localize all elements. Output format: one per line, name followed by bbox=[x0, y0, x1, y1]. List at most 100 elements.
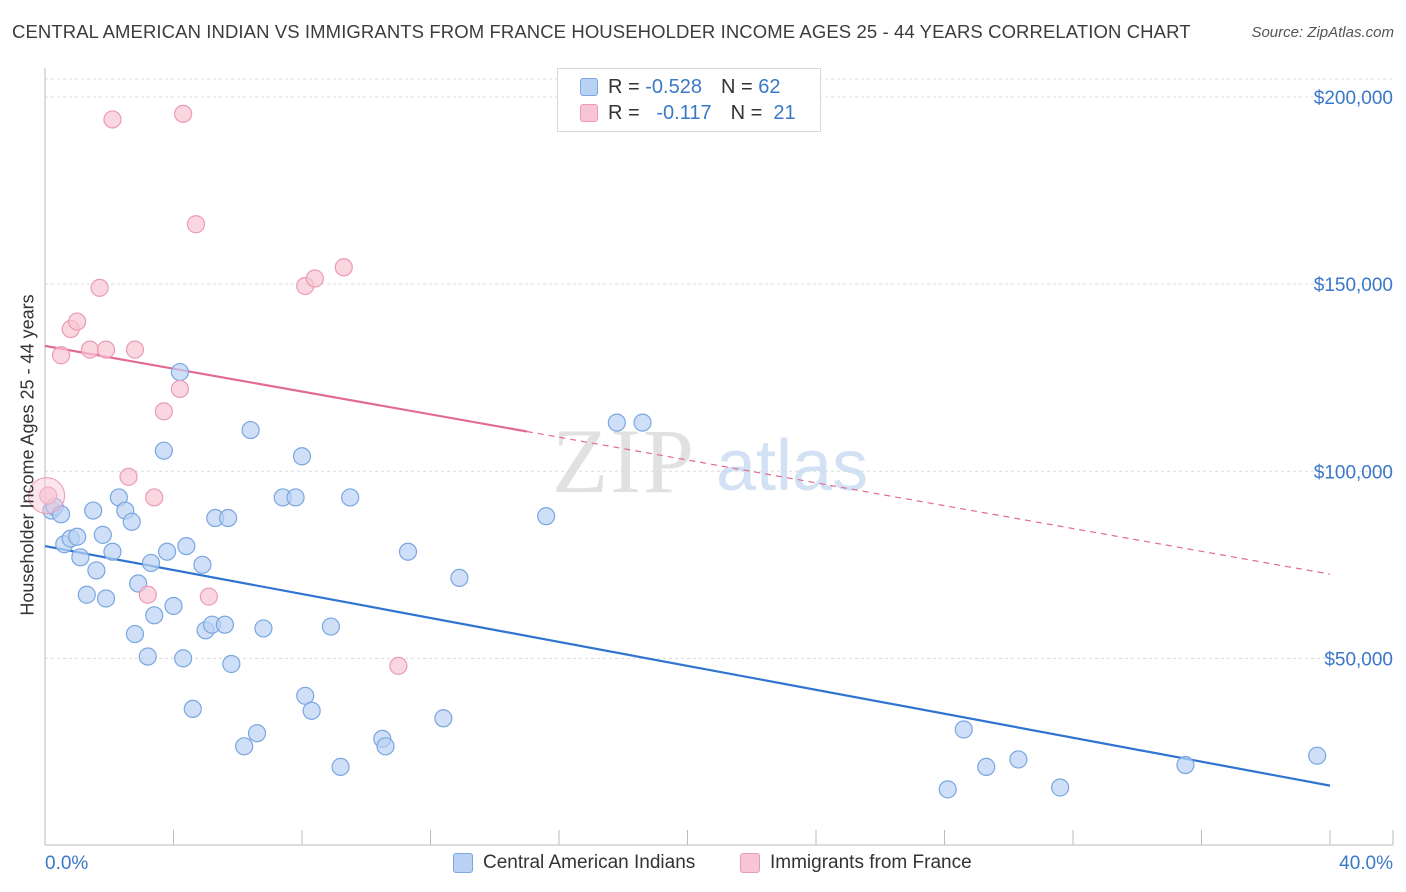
point-central-american-indian bbox=[247, 724, 267, 743]
source-label: Source: ZipAtlas.com bbox=[1251, 24, 1394, 41]
point-immigrant-from-france bbox=[103, 110, 122, 129]
n-label: N = bbox=[720, 75, 753, 98]
point-central-american-indian bbox=[164, 596, 183, 616]
axes bbox=[44, 68, 1394, 846]
point-immigrant-from-france bbox=[68, 312, 87, 331]
point-central-american-indian bbox=[77, 585, 96, 604]
point-central-american-indian bbox=[434, 709, 453, 728]
x-tick-label-min: 0.0% bbox=[45, 853, 88, 874]
point-central-american-indian bbox=[1009, 750, 1028, 769]
point-central-american-indian bbox=[157, 542, 177, 561]
x-tick-label-max: 40.0% bbox=[1339, 853, 1393, 874]
point-central-american-indian bbox=[450, 568, 469, 588]
point-immigrant-from-france bbox=[51, 346, 71, 365]
point-immigrant-from-france bbox=[186, 215, 206, 234]
point-immigrant-from-france bbox=[174, 104, 193, 123]
point-central-american-indian bbox=[122, 512, 141, 531]
point-central-american-indian bbox=[193, 555, 212, 574]
point-central-american-indian bbox=[321, 617, 341, 636]
y-tick-label: $50,000 bbox=[1324, 649, 1393, 670]
point-immigrant-from-france bbox=[305, 269, 324, 288]
point-central-american-indian bbox=[954, 720, 973, 739]
point-immigrant-from-france bbox=[334, 258, 353, 277]
point-immigrant-from-france bbox=[138, 585, 157, 604]
point-central-american-indian bbox=[222, 654, 241, 674]
point-central-american-indian bbox=[141, 553, 161, 573]
point-central-american-indian bbox=[633, 413, 652, 432]
point-central-american-indian bbox=[286, 488, 305, 507]
trend-line-immigrants-from-france-dashed bbox=[526, 430, 1331, 575]
trend-line-immigrants-from-france bbox=[44, 344, 528, 433]
pink-swatch bbox=[580, 104, 598, 122]
x-tick-labels: 0.0% 40.0% bbox=[45, 853, 1393, 874]
point-immigrant-from-france bbox=[96, 340, 116, 359]
point-central-american-indian bbox=[537, 507, 556, 526]
point-central-american-indian bbox=[125, 624, 145, 644]
r-label: R = bbox=[608, 101, 640, 124]
y-tick-label: $150,000 bbox=[1314, 275, 1393, 296]
point-central-american-indian bbox=[302, 701, 321, 720]
legend-item-central-american-indians: Central American Indians bbox=[453, 852, 695, 874]
r-value: -0.117 bbox=[656, 101, 712, 124]
y-axis-label: Householder Income Ages 25 - 44 years bbox=[17, 294, 38, 616]
point-central-american-indian bbox=[398, 542, 418, 561]
point-central-american-indian bbox=[254, 619, 273, 638]
point-immigrant-from-france bbox=[39, 486, 58, 505]
point-immigrant-from-france-large bbox=[28, 477, 66, 515]
point-central-american-indian bbox=[103, 542, 122, 561]
point-central-american-indian bbox=[219, 508, 238, 528]
point-central-american-indian bbox=[145, 606, 164, 625]
y-tick-labels: $50,000 $100,000 $150,000 $200,000 bbox=[1314, 88, 1393, 670]
chart-title: CENTRAL AMERICAN INDIAN VS IMMIGRANTS FR… bbox=[12, 21, 1191, 42]
watermark: ZIP atlas bbox=[552, 410, 868, 512]
point-immigrant-from-france bbox=[389, 656, 408, 675]
blue-swatch bbox=[580, 78, 598, 96]
trend-line-central-american-indians bbox=[44, 545, 1331, 787]
point-central-american-indian bbox=[341, 488, 360, 507]
point-central-american-indian bbox=[71, 548, 90, 567]
point-central-american-indian bbox=[138, 647, 157, 666]
point-central-american-indian bbox=[376, 737, 395, 756]
r-value: -0.528 bbox=[645, 75, 702, 98]
point-immigrant-from-france bbox=[125, 340, 145, 359]
point-immigrant-from-france bbox=[119, 467, 138, 486]
stats-legend: R = -0.528 N = 62 R = -0.117 N = 21 bbox=[557, 68, 821, 132]
n-label: N = bbox=[730, 101, 763, 124]
legend-label: Central American Indians bbox=[483, 852, 696, 873]
stats-legend-row-pink: R = -0.117 N = 21 bbox=[580, 100, 796, 126]
point-central-american-indian bbox=[977, 757, 996, 777]
y-tick-label: $200,000 bbox=[1314, 88, 1393, 109]
point-central-american-indian bbox=[1176, 755, 1195, 775]
point-central-american-indian bbox=[96, 589, 116, 608]
point-central-american-indian bbox=[938, 780, 957, 799]
point-central-american-indian bbox=[154, 441, 173, 460]
point-immigrant-from-france bbox=[80, 340, 100, 359]
point-central-american-indian bbox=[331, 757, 350, 777]
n-value: 62 bbox=[758, 75, 781, 98]
point-central-american-indian bbox=[215, 615, 234, 634]
point-immigrant-from-france bbox=[170, 379, 190, 399]
point-immigrant-from-france bbox=[145, 488, 164, 507]
y-tick-label: $100,000 bbox=[1314, 462, 1393, 483]
legend-label: Immigrants from France bbox=[770, 852, 972, 873]
legend-item-immigrants-from-france: Immigrants from France bbox=[740, 852, 972, 874]
point-central-american-indian bbox=[607, 413, 626, 432]
gridlines bbox=[45, 78, 1393, 659]
point-central-american-indian bbox=[235, 737, 254, 756]
point-central-american-indian bbox=[241, 420, 260, 440]
point-central-american-indian bbox=[84, 501, 103, 520]
r-label: R = bbox=[608, 75, 640, 98]
point-central-american-indian bbox=[170, 362, 190, 382]
point-central-american-indian bbox=[68, 527, 87, 546]
n-value: 21 bbox=[773, 101, 796, 124]
point-central-american-indian bbox=[1051, 778, 1070, 797]
stats-legend-row-blue: R = -0.528 N = 62 bbox=[580, 74, 780, 100]
pink-swatch bbox=[740, 853, 760, 873]
blue-swatch bbox=[453, 853, 473, 873]
point-central-american-indian bbox=[177, 536, 196, 556]
point-central-american-indian bbox=[87, 561, 106, 580]
point-central-american-indian bbox=[292, 447, 312, 466]
point-central-american-indian bbox=[174, 649, 193, 668]
point-central-american-indian bbox=[93, 525, 112, 544]
